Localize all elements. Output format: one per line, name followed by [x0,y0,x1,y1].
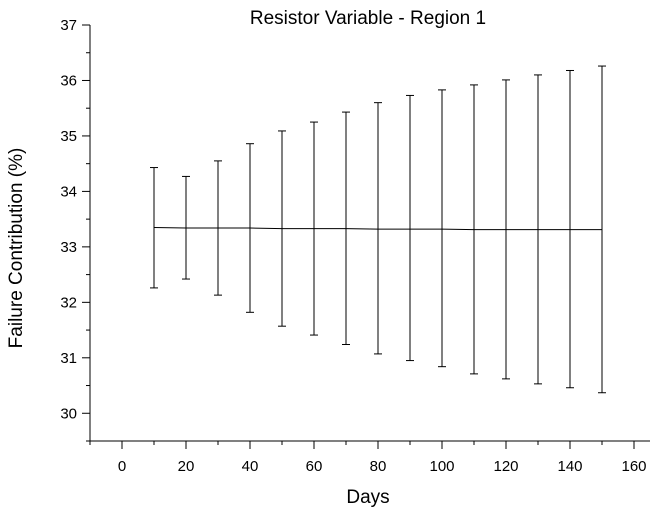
y-tick-label: 34 [60,183,77,200]
y-tick-label: 30 [60,405,77,422]
x-tick-label: 100 [429,458,454,475]
x-tick-label: 0 [118,458,126,475]
x-axis-label: Days [346,487,389,508]
y-tick-label: 31 [60,350,77,367]
chart-title: Resistor Variable - Region 1 [250,8,486,29]
y-tick-label: 32 [60,294,77,311]
x-tick-label: 40 [242,458,259,475]
x-tick-label: 120 [493,458,518,475]
plot-area: 0 20 40 60 80 100 120 140 160 30 31 32 33 34 35 36 37 [60,17,650,475]
x-tick-label: 140 [557,458,582,475]
x-tick-label: 60 [306,458,323,475]
y-axis-label: Failure Contribution (%) [6,148,27,349]
x-tick-label: 80 [370,458,387,475]
x-tick-label: 160 [621,458,646,475]
y-tick-label: 36 [60,72,77,89]
y-tick-label: 37 [60,17,77,34]
y-tick-label: 35 [60,128,77,145]
x-tick-label: 20 [178,458,195,475]
y-tick-label: 33 [60,239,77,256]
